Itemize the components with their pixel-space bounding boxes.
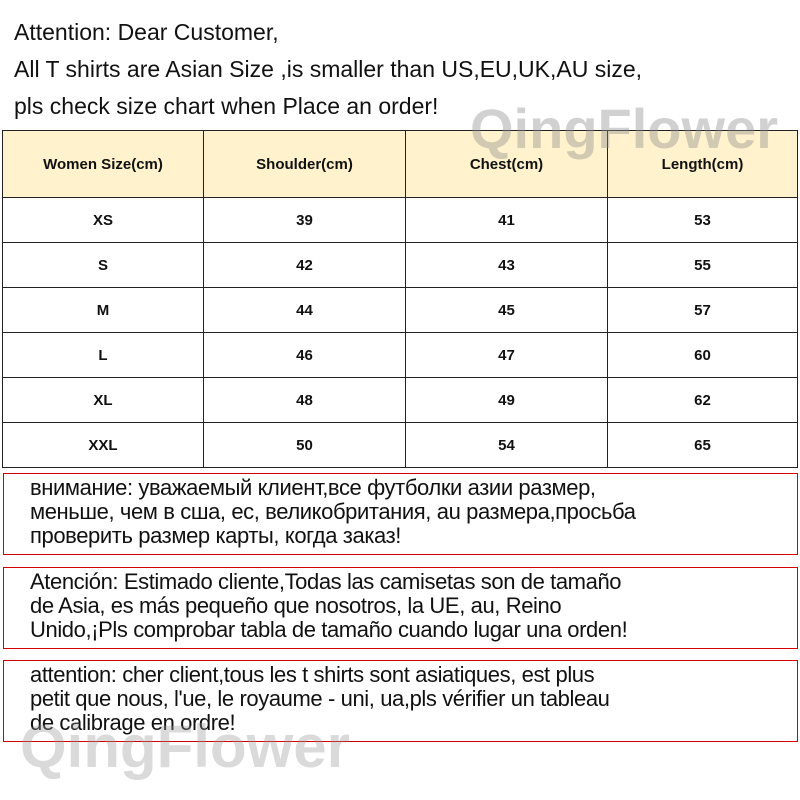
notice-spanish: Atención: Estimado cliente,Todas las cam… [3, 567, 798, 649]
notice-line: Unido,¡Pls comprobar tabla de tamaño cua… [30, 617, 628, 642]
intro-line: Attention: Dear Customer, [14, 19, 279, 45]
notice-line: petit que nous, l'ue, le royaume - uni, … [30, 686, 610, 711]
intro-text: Attention: Dear Customer, All T shirts a… [14, 14, 642, 125]
table-cell: 47 [405, 332, 608, 378]
intro-line: All T shirts are Asian Size ,is smaller … [14, 56, 643, 82]
table-cell: L [2, 332, 204, 378]
header-cell: Shoulder(cm) [203, 130, 406, 198]
table-cell: 44 [203, 287, 406, 333]
table-cell: S [2, 242, 204, 288]
table-cell: 60 [607, 332, 798, 378]
table-cell: 62 [607, 377, 798, 423]
table-cell: 48 [203, 377, 406, 423]
notice-russian: внимание: уважаемый клиент,все футболки … [3, 473, 798, 555]
table-cell: 65 [607, 422, 798, 468]
table-cell: 55 [607, 242, 798, 288]
notice-line: de Asia, es más pequeño que nosotros, la… [30, 593, 562, 618]
table-cell: 49 [405, 377, 608, 423]
table-cell: 41 [405, 197, 608, 243]
table-cell: 57 [607, 287, 798, 333]
table-cell: XXL [2, 422, 204, 468]
size-chart-table: Women Size(cm) Shoulder(cm) Chest(cm) Le… [2, 130, 798, 468]
table-cell: 53 [607, 197, 798, 243]
table-cell: 54 [405, 422, 608, 468]
table-cell: 45 [405, 287, 608, 333]
notice-line: Atención: Estimado cliente,Todas las cam… [30, 569, 622, 594]
notice-line: de calibrage en ordre! [30, 710, 236, 735]
header-cell: Length(cm) [607, 130, 798, 198]
table-cell: 39 [203, 197, 406, 243]
notice-french: attention: cher client,tous les t shirts… [3, 660, 798, 742]
header-cell: Chest(cm) [405, 130, 608, 198]
table-row: XXL 50 54 65 [2, 422, 798, 468]
table-cell: 42 [203, 242, 406, 288]
notice-line: меньше, чем в сша, ес, великобритания, a… [30, 499, 636, 524]
table-row: M 44 45 57 [2, 287, 798, 333]
table-cell: 50 [203, 422, 406, 468]
table-header-row: Women Size(cm) Shoulder(cm) Chest(cm) Le… [2, 130, 798, 198]
table-cell: XL [2, 377, 204, 423]
table-cell: 46 [203, 332, 406, 378]
table-row: S 42 43 55 [2, 242, 798, 288]
table-cell: 43 [405, 242, 608, 288]
table-row: XS 39 41 53 [2, 197, 798, 243]
header-cell: Women Size(cm) [2, 130, 204, 198]
notice-line: attention: cher client,tous les t shirts… [30, 662, 595, 687]
table-cell: M [2, 287, 204, 333]
table-cell: XS [2, 197, 204, 243]
table-row: L 46 47 60 [2, 332, 798, 378]
intro-line: pls check size chart when Place an order… [14, 93, 439, 119]
notice-line: внимание: уважаемый клиент,все футболки … [30, 475, 596, 500]
notice-line: проверить размер карты, когда заказ! [30, 523, 402, 548]
table-row: XL 48 49 62 [2, 377, 798, 423]
